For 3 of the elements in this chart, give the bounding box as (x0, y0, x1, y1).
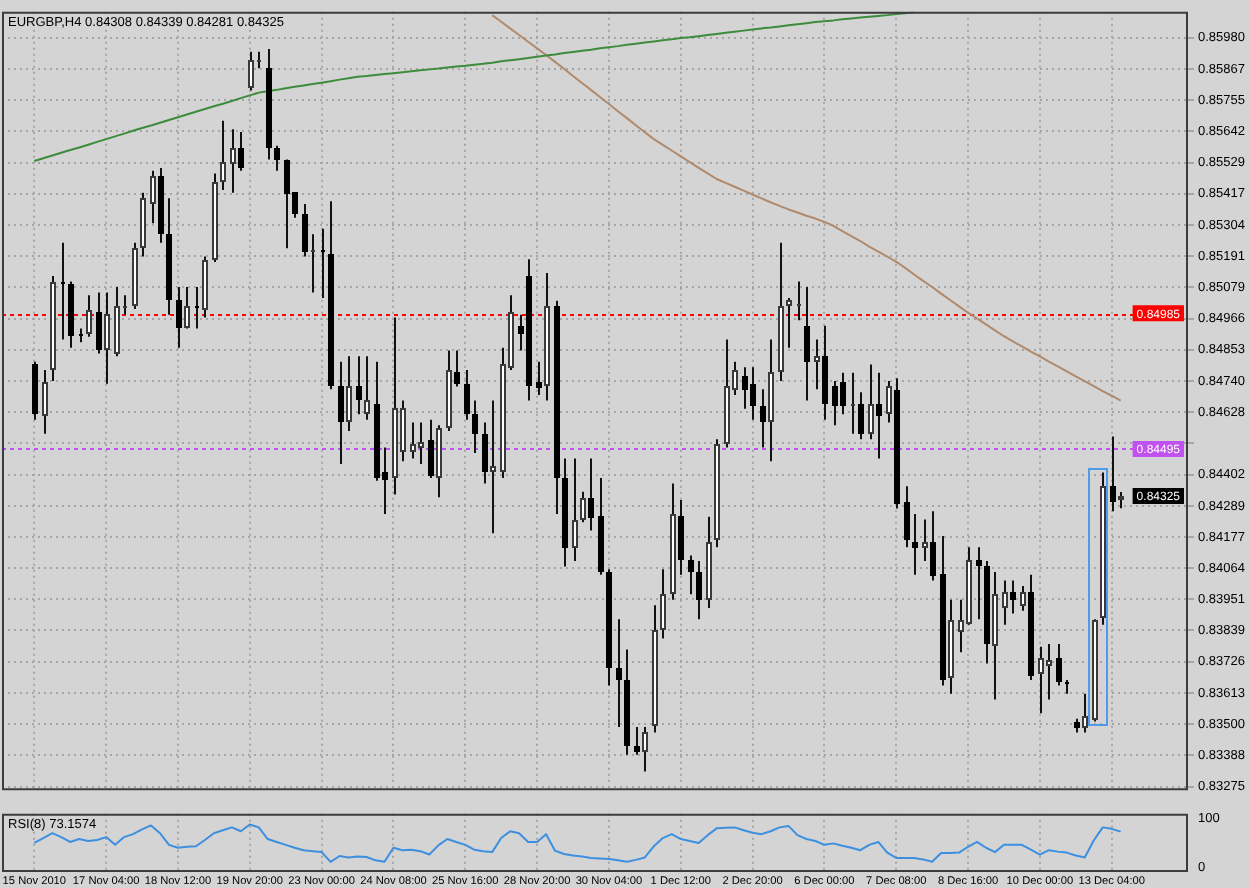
candlestick (912, 513, 918, 575)
candlestick (490, 400, 496, 534)
candlestick (976, 547, 982, 620)
